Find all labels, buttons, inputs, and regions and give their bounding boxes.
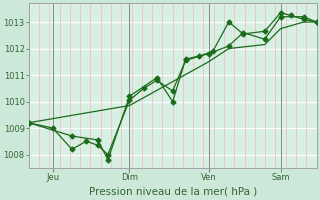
- X-axis label: Pression niveau de la mer( hPa ): Pression niveau de la mer( hPa ): [89, 187, 257, 197]
